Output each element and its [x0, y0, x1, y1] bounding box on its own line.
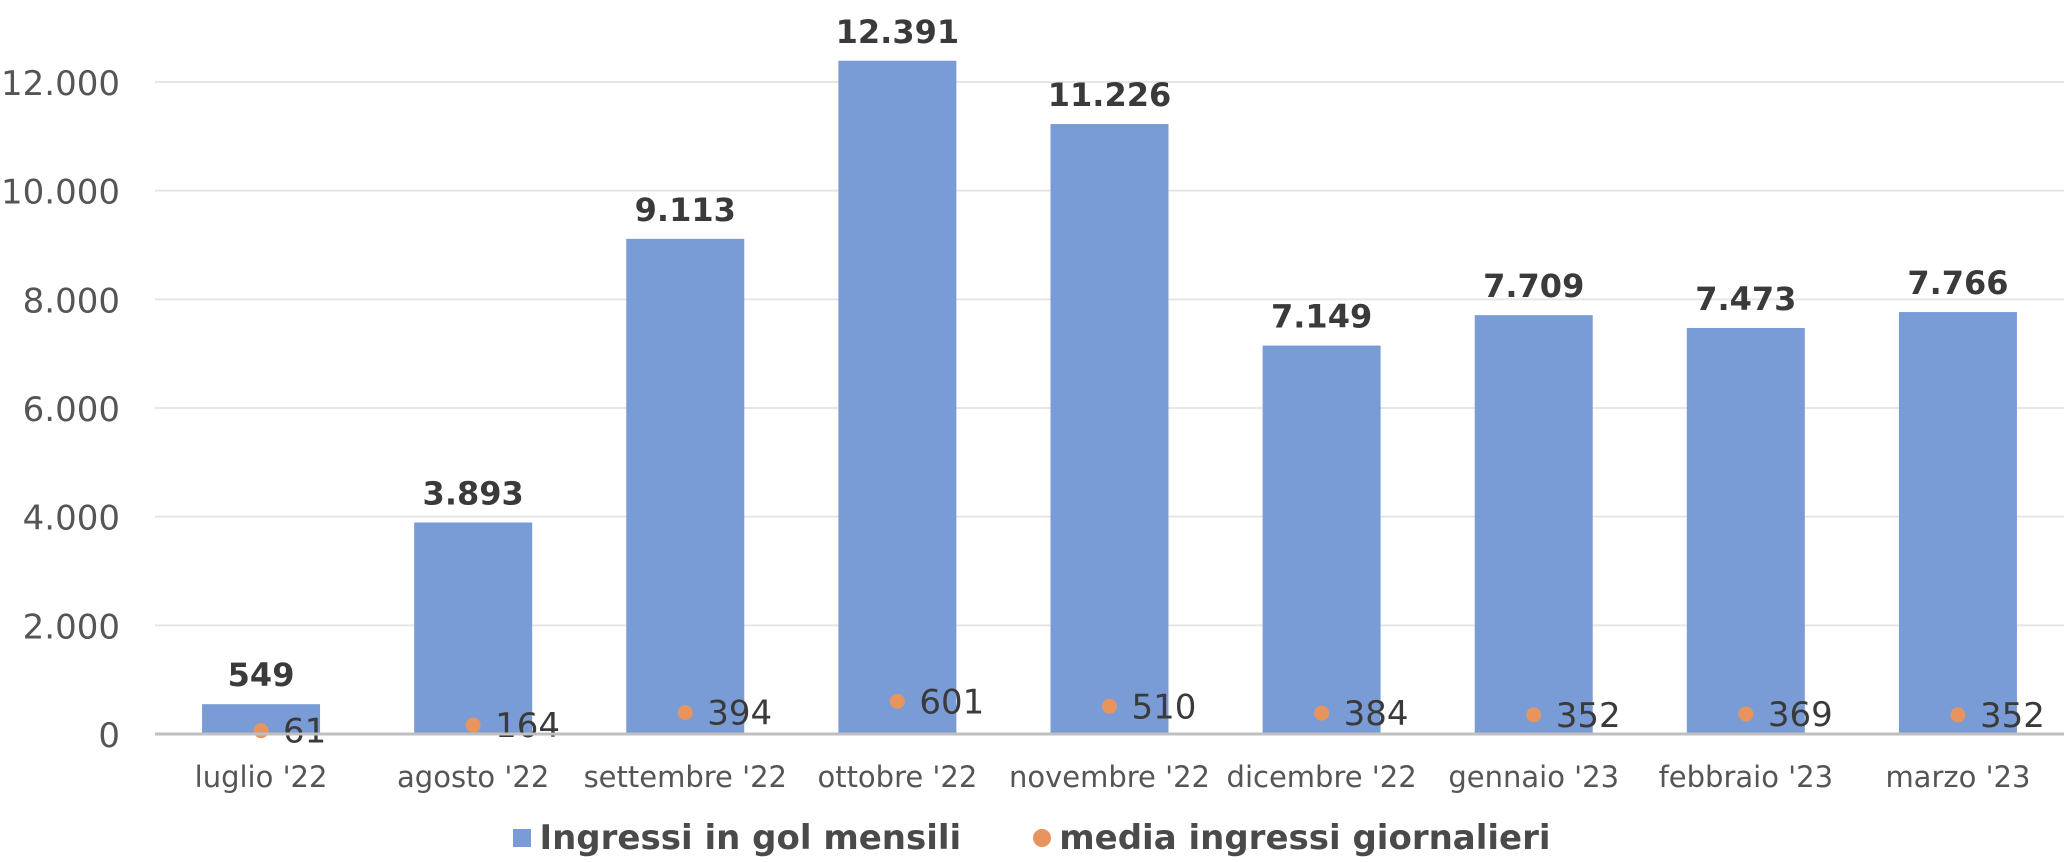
- point-value-label: 601: [919, 682, 984, 722]
- point-value-label: 384: [1344, 694, 1409, 734]
- y-tick-label: 8.000: [23, 281, 120, 321]
- point-value-label: 394: [707, 694, 772, 734]
- point-value-label: 352: [1556, 696, 1621, 736]
- x-tick-label: settembre '22: [584, 760, 787, 794]
- bar-value-label: 3.893: [423, 474, 524, 512]
- bar: [414, 522, 533, 734]
- point-value-label: 164: [495, 706, 560, 746]
- bar-value-label: 7.149: [1271, 298, 1372, 336]
- y-tick-label: 6.000: [23, 390, 120, 430]
- point: [465, 717, 481, 733]
- point: [1314, 705, 1330, 721]
- legend: Ingressi in gol mensili media ingressi g…: [0, 818, 2064, 858]
- x-tick-label: dicembre '22: [1227, 760, 1417, 794]
- bar-value-label: 7.766: [1907, 264, 2008, 302]
- point: [1526, 707, 1542, 723]
- bar: [1050, 124, 1169, 734]
- point: [253, 723, 269, 739]
- bar-value-label: 7.473: [1695, 280, 1796, 318]
- bar: [1262, 345, 1381, 734]
- point-value-label: 352: [1980, 696, 2045, 736]
- point-value-label: 369: [1768, 695, 1833, 735]
- bar-series: 549 3.893 9.113 12.391 11.226 7.149 7.709 7.473…: [202, 13, 2017, 734]
- point: [889, 693, 905, 709]
- y-tick-label: 12.000: [1, 64, 120, 104]
- x-tick-label: ottobre '22: [817, 760, 977, 794]
- point-value-label: 510: [1132, 687, 1197, 727]
- legend-label-bars: Ingressi in gol mensili: [539, 818, 962, 858]
- bar-value-label: 12.391: [836, 13, 959, 51]
- bar: [626, 238, 745, 734]
- bar-value-label: 549: [228, 656, 295, 694]
- legend-swatch-dot: [1033, 829, 1052, 847]
- point: [1102, 698, 1117, 714]
- x-tick-label: gennaio '23: [1448, 760, 1619, 794]
- y-tick-label: 10.000: [1, 173, 120, 213]
- legend-item-points[interactable]: media ingressi giornalieri: [1033, 818, 1551, 858]
- y-axis: 0 2.000 4.000 6.000 8.000 10.000 12.000: [1, 64, 120, 756]
- bar-value-label: 11.226: [1048, 76, 1171, 114]
- bar: [1686, 327, 1805, 734]
- x-tick-label: marzo '23: [1885, 760, 2030, 794]
- x-tick-label: novembre '22: [1009, 760, 1210, 794]
- legend-item-bars[interactable]: Ingressi in gol mensili: [513, 818, 961, 858]
- x-tick-label: febbraio '23: [1659, 760, 1833, 794]
- bar-value-label: 9.113: [635, 191, 736, 229]
- y-tick-label: 4.000: [23, 499, 120, 539]
- x-tick-label: agosto '22: [397, 760, 549, 794]
- x-tick-label: luglio '22: [195, 760, 328, 794]
- bar: [1898, 312, 2017, 734]
- point: [677, 705, 693, 721]
- bar: [1474, 315, 1593, 734]
- point-series: 61 164 394 601 510 384 352 369 352: [253, 682, 2045, 752]
- legend-swatch-square: [513, 829, 532, 847]
- point: [1738, 706, 1754, 722]
- bar: [838, 60, 957, 734]
- point: [1950, 707, 1966, 723]
- y-tick-label: 2.000: [23, 607, 120, 647]
- point-value-label: 61: [283, 712, 326, 752]
- x-axis: luglio '22 agosto '22 settembre '22 ottobre…: [155, 732, 2064, 794]
- legend-label-points: media ingressi giornalieri: [1059, 818, 1551, 858]
- bar-value-label: 7.709: [1483, 267, 1584, 305]
- y-tick-label: 0: [98, 716, 120, 756]
